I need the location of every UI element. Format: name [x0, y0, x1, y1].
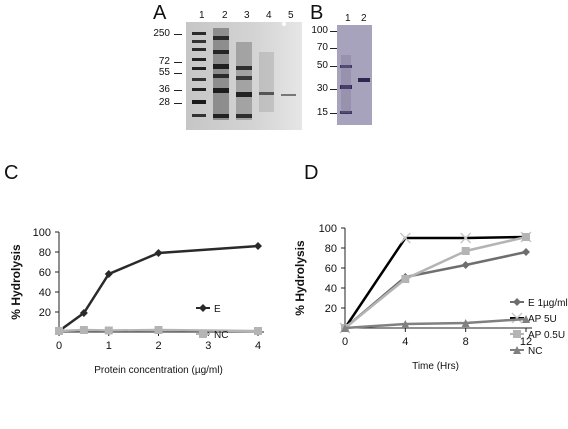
y-tick-label: 100: [33, 227, 51, 239]
x-tick-label: 2: [155, 340, 161, 352]
x-axis-label: Protein concentration (µg/ml): [94, 365, 223, 376]
y-tick-label: 60: [39, 267, 51, 279]
lane-label: 5: [288, 10, 294, 21]
series-line: [343, 235, 527, 329]
y-tick-label: 80: [325, 243, 337, 255]
y-tick-label: 40: [325, 283, 337, 295]
y-tick-label: 80: [39, 247, 51, 259]
legend-marker: [513, 298, 521, 306]
data-point: [399, 232, 411, 244]
legend-label: E: [214, 304, 221, 315]
mw-tick: [174, 90, 182, 91]
lane-label: 1: [345, 13, 351, 24]
chart-c: 20 40 60 80 100 0 1 2 3 4 Protein concentration (µ…: [9, 227, 264, 376]
x-axis-label: Time (Hrs): [412, 361, 459, 372]
data-point: [79, 326, 88, 334]
y-tick-label: 40: [39, 287, 51, 299]
data-point: [522, 233, 530, 241]
legend-label: AP 0.5U: [528, 330, 565, 341]
legend-label: AP 5U: [528, 314, 557, 325]
lane-label: 1: [199, 10, 205, 21]
data-point: [254, 327, 262, 335]
mw-marker: 36: [158, 84, 170, 95]
x-tick-label: 0: [56, 340, 62, 352]
data-point: [341, 324, 349, 332]
legend-marker: [199, 304, 207, 312]
mw-tick: [174, 62, 182, 63]
legend-marker: [511, 312, 523, 324]
lane-label: 4: [266, 10, 272, 21]
gel-image-b: [337, 25, 372, 125]
series-line: [344, 250, 527, 329]
series-line: [344, 235, 527, 329]
x-tick-label: 3: [205, 340, 211, 352]
mw-marker: 50: [316, 60, 328, 71]
data-point: [104, 270, 113, 278]
data-point: [401, 275, 410, 283]
data-point: [55, 327, 63, 335]
mw-tick: [330, 113, 338, 114]
gel-image-a: [186, 22, 302, 130]
y-tick-label: 20: [325, 303, 337, 315]
panel-letter-a: A: [153, 2, 167, 24]
legend-marker: [513, 330, 521, 338]
lane-label: 2: [361, 13, 367, 24]
mw-marker: 100: [311, 25, 328, 36]
panel-letter-c: C: [4, 162, 19, 184]
mw-tick: [174, 34, 182, 35]
data-point: [461, 247, 470, 255]
legend-label: E 1µg/ml: [528, 298, 568, 309]
y-tick-label: 100: [319, 223, 337, 235]
mw-marker: 55: [158, 67, 170, 78]
data-point: [104, 326, 113, 335]
series-line: [58, 244, 259, 333]
y-tick-label: 20: [39, 307, 51, 319]
data-point: [401, 320, 410, 328]
mw-tick: [330, 89, 338, 90]
data-point: [522, 315, 530, 323]
lane-label: 2: [222, 10, 228, 21]
mw-tick: [330, 31, 338, 32]
data-point: [154, 249, 163, 257]
y-tick-label: 60: [325, 263, 337, 275]
mw-tick: [330, 48, 338, 49]
data-point: [79, 309, 88, 317]
lane-label: 3: [244, 10, 250, 21]
data-point: [522, 248, 530, 256]
mw-marker: 250: [153, 28, 170, 39]
mw-tick: [174, 73, 182, 74]
mw-marker: 15: [316, 107, 328, 118]
legend-label: NC: [214, 330, 228, 341]
data-point: [461, 261, 470, 269]
data-point: [254, 242, 262, 250]
legend-marker: [513, 346, 521, 354]
y-axis-label: % Hydrolysis: [293, 240, 307, 316]
mw-tick: [330, 66, 338, 67]
legend-marker: [199, 330, 207, 338]
x-tick-label: 8: [463, 336, 469, 348]
series-line: [344, 317, 527, 330]
data-point: [460, 232, 472, 244]
y-axis-label: % Hydrolysis: [9, 244, 23, 320]
x-tick-label: 12: [520, 336, 532, 348]
mw-marker: 28: [158, 97, 170, 108]
mw-marker: 72: [158, 56, 170, 67]
panel-letter-b: B: [310, 2, 324, 24]
x-tick-label: 4: [402, 336, 408, 348]
data-point: [154, 326, 163, 334]
data-point: [461, 319, 470, 327]
mw-marker: 30: [316, 83, 328, 94]
x-tick-label: 0: [342, 336, 348, 348]
mw-marker: 70: [316, 42, 328, 53]
x-tick-label: 1: [106, 340, 112, 352]
legend-label: NC: [528, 346, 542, 357]
x-tick-label: 4: [255, 340, 261, 352]
chart-d: 20 40 60 80 100 0 4 8 12 Time (Hrs) % Hydrolysis E …: [293, 223, 568, 372]
panel-letter-d: D: [304, 162, 319, 184]
mw-tick: [174, 103, 182, 104]
